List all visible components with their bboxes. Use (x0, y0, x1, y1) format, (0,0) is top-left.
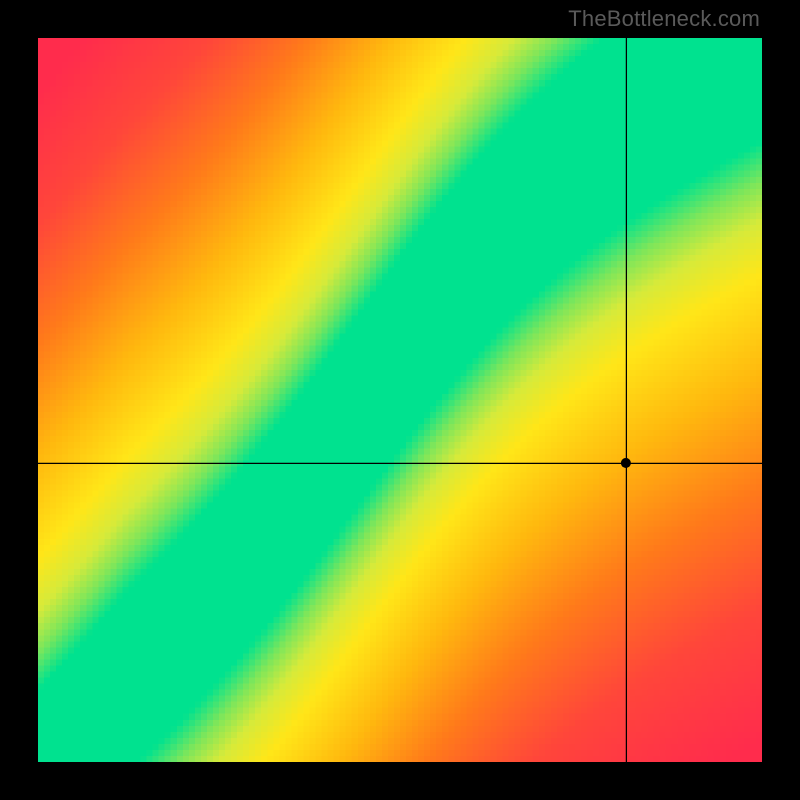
crosshair-overlay (38, 38, 762, 762)
bottleneck-heatmap (38, 38, 762, 762)
watermark-text: TheBottleneck.com (568, 6, 760, 32)
